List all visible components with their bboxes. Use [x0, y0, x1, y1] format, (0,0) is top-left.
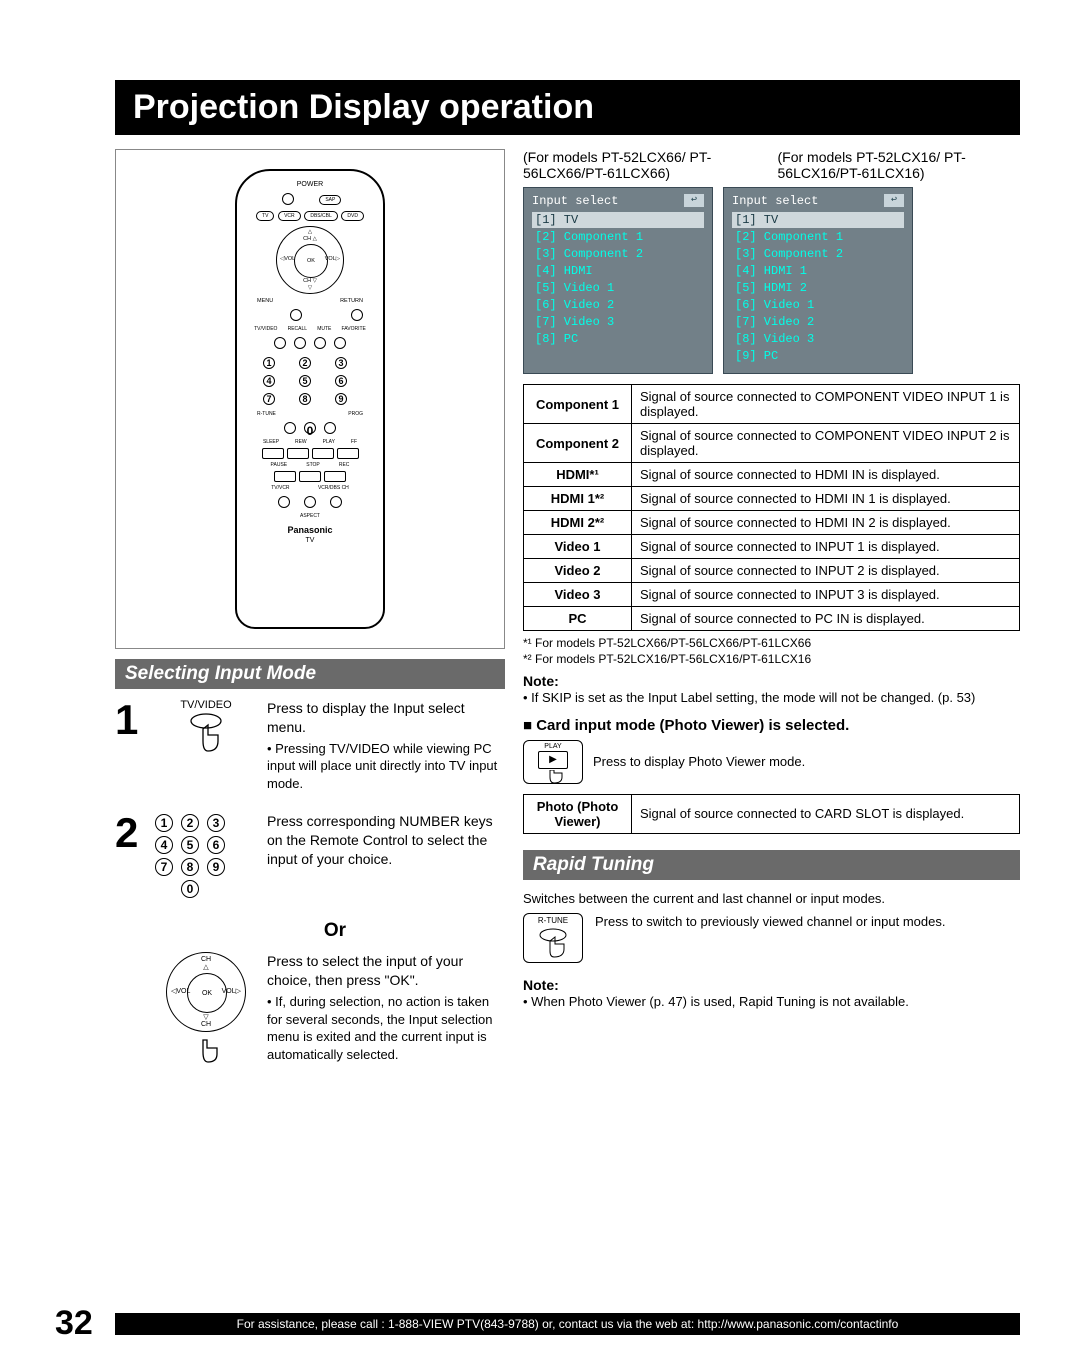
favorite-label: FAVORITE — [342, 326, 366, 332]
step2-nav-sub: • If, during selection, no action is tak… — [267, 993, 505, 1063]
selecting-input-heading: Selecting Input Mode — [115, 659, 505, 689]
brand-label: Panasonic — [245, 525, 375, 535]
sap-label: SAP — [319, 195, 341, 205]
card-input-heading: ■ Card input mode (Photo Viewer) is sele… — [523, 717, 1020, 734]
nav-icon: CH△ ◁VOL VOL▷ ▽CH OK — [166, 952, 246, 1032]
note-heading: Note: — [523, 673, 1020, 689]
mode-dbs: DBS/CBL — [304, 211, 337, 221]
mode-vcr: VCR — [278, 211, 301, 221]
rapid-tuning-text: Press to switch to previously viewed cha… — [595, 913, 1020, 931]
remote-nav: △ CH △ ◁VOL VOL▷ CH ▽ ▽ OK — [276, 226, 344, 294]
rtune-label: R-TUNE — [257, 411, 276, 417]
menu-label: MENU — [257, 298, 273, 304]
step2-nav-text: Press to select the input of your choice… — [267, 952, 505, 990]
rapid-tuning-note: • When Photo Viewer (p. 47) is used, Rap… — [523, 993, 1020, 1011]
step-2-nav: CH△ ◁VOL VOL▷ ▽CH OK Press to select the… — [115, 952, 505, 1069]
step2-text: Press corresponding NUMBER keys on the R… — [267, 812, 505, 869]
press-button-icon — [186, 711, 226, 755]
footnote-2: *² For models PT-52LCX16/PT-56LCX16/PT-6… — [523, 651, 1020, 667]
mode-dvd: DVD — [341, 211, 364, 221]
return-label: RETURN — [340, 298, 363, 304]
photo-table: Photo (Photo Viewer) Signal of source co… — [523, 794, 1020, 834]
step1-sub: • Pressing TV/VIDEO while viewing PC inp… — [267, 740, 505, 793]
footer-assistance: For assistance, please call : 1-888-VIEW… — [115, 1313, 1020, 1335]
note-text-1: • If SKIP is set as the Input Label sett… — [523, 689, 1020, 707]
tvvideo-label: TV/VIDEO — [254, 326, 277, 332]
tvvideo-icon-label: TV/VIDEO — [151, 699, 261, 711]
aspect-label: ASPECT — [245, 513, 375, 519]
remote-illustration: POWER SAP TV VCR DBS/CBL DVD △ CH △ ◁VOL… — [115, 149, 505, 649]
page-number: 32 — [55, 1304, 93, 1343]
rapid-tuning-heading: Rapid Tuning — [523, 850, 1020, 880]
hand-icon — [191, 1038, 221, 1066]
osd-menu-b: Input select↩ [1] TV [2] Component 1 [3]… — [723, 187, 913, 374]
footnote-1: *¹ For models PT-52LCX66/PT-56LCX66/PT-6… — [523, 635, 1020, 651]
or-label: Or — [165, 920, 505, 942]
rapid-tuning-intro: Switches between the current and last ch… — [523, 890, 1020, 908]
signal-table: Component 1Signal of source connected to… — [523, 384, 1020, 631]
page-title: Projection Display operation — [115, 80, 1020, 135]
card-text: Press to display Photo Viewer mode. — [593, 753, 1020, 771]
osd-menu-a: Input select↩ [1] TV [2] Component 1 [3]… — [523, 187, 713, 374]
prog-label: PROG — [348, 411, 363, 417]
recall-label: RECALL — [288, 326, 307, 332]
model-labels: (For models PT-52LCX66/ PT-56LCX66/PT-61… — [523, 149, 1020, 181]
power-label: POWER — [245, 181, 375, 188]
step-2: 2 123 456 789 0 Press corresponding NUMB… — [115, 812, 505, 900]
play-icon: PLAY ▶ — [523, 740, 583, 784]
tv-label: TV — [245, 537, 375, 544]
mute-label: MUTE — [317, 326, 331, 332]
note-heading-2: Note: — [523, 977, 1020, 993]
remote-numpad: 1 2 3 4 5 6 7 8 9 — [245, 357, 375, 405]
rtune-icon: R-TUNE — [523, 913, 583, 963]
step-1: 1 TV/VIDEO Press to display the Input se… — [115, 699, 505, 792]
step1-text: Press to display the Input select menu. — [267, 699, 505, 737]
mode-tv: TV — [256, 211, 274, 221]
